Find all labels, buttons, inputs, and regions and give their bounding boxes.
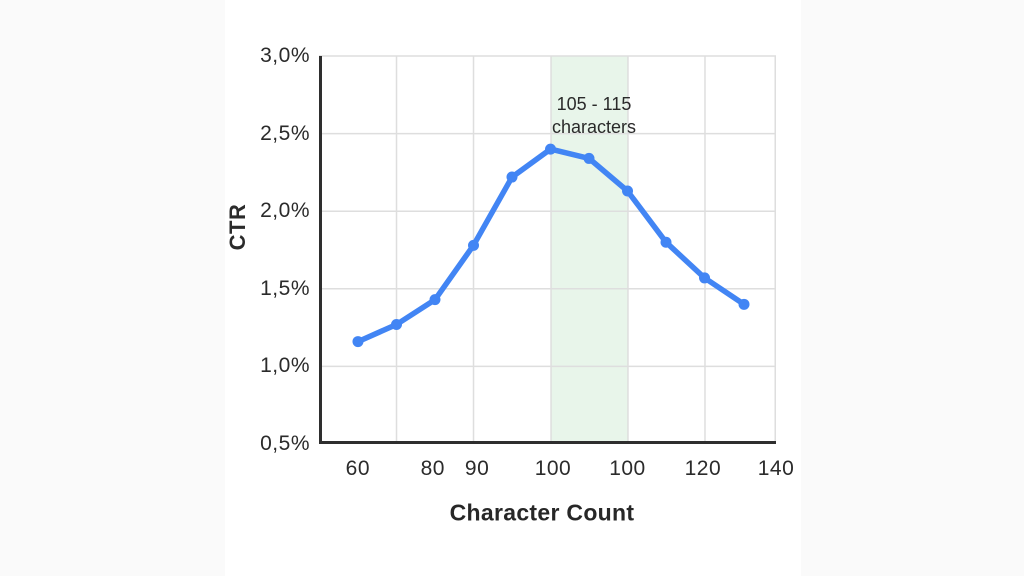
x-tick-label: 90 bbox=[464, 457, 490, 480]
data-point bbox=[622, 185, 634, 197]
data-point bbox=[352, 336, 364, 348]
highlight-annotation: 105 - 115 characters bbox=[552, 93, 636, 139]
plot-area bbox=[319, 55, 776, 444]
y-tick-label: 3,0% bbox=[260, 44, 310, 67]
data-point bbox=[545, 143, 557, 155]
x-tick-label: 100 bbox=[534, 457, 572, 480]
x-tick-label: 120 bbox=[684, 457, 722, 480]
chart-svg bbox=[319, 55, 776, 444]
data-point bbox=[429, 294, 441, 306]
y-tick-label: 1,0% bbox=[260, 354, 310, 378]
data-point bbox=[699, 272, 711, 284]
y-tick-label: 1,5% bbox=[260, 276, 310, 300]
data-point bbox=[506, 171, 518, 183]
y-axis-title: CTR bbox=[225, 203, 250, 251]
data-point bbox=[391, 318, 403, 330]
x-tick-label: 100 bbox=[609, 457, 646, 480]
annotation-line2: characters bbox=[551, 117, 637, 137]
data-point bbox=[738, 298, 750, 310]
x-tick-label: 80 bbox=[420, 457, 445, 480]
y-tick-label: 2,5% bbox=[260, 121, 310, 145]
data-point bbox=[468, 239, 480, 251]
right-margin-band bbox=[801, 0, 1024, 576]
y-tick-label: 0,5% bbox=[260, 432, 310, 455]
annotation-line1: 105 - 115 bbox=[556, 94, 632, 114]
x-tick-label: 60 bbox=[345, 457, 371, 480]
data-point bbox=[660, 236, 672, 248]
x-axis-title: Character Count bbox=[449, 499, 635, 526]
y-tick-label: 2,0% bbox=[260, 199, 310, 223]
data-point bbox=[583, 152, 595, 164]
highlight-band bbox=[551, 56, 628, 444]
left-margin-band bbox=[0, 0, 225, 576]
x-tick-label: 140 bbox=[757, 457, 795, 480]
